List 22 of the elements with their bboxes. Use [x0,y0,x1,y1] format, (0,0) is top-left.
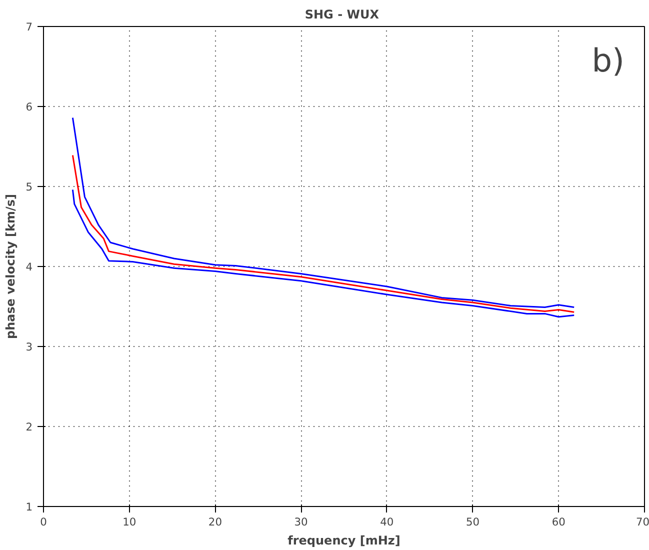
y-axis-title: phase velocity [km/s] [4,194,18,339]
line-series [72,154,575,313]
y-tick-label: 3 [26,340,32,354]
x-tick-label: 10 [122,516,136,528]
x-tick-label: 0 [40,516,48,528]
y-tick-label: 2 [26,420,32,434]
y-tick-label: 7 [26,20,32,34]
x-axis-title: frequency [mHz] [288,534,400,548]
y-tick-label: 1 [26,500,32,514]
chart-title: SHG - WUX [304,8,380,22]
y-tick-label: 4 [26,260,33,274]
line-series [72,116,575,308]
x-tick-label: 20 [208,516,222,528]
y-tick-label: 6 [26,100,33,114]
line-series [72,188,575,318]
x-tick-label: 40 [380,516,394,528]
y-tick-label: 5 [26,180,32,194]
x-tick-label: 30 [294,516,308,528]
x-tick-label: 60 [552,516,566,528]
x-tick-label: 50 [466,516,480,528]
x-tick-label: 70 [636,516,649,528]
annotation: b) [592,42,624,80]
